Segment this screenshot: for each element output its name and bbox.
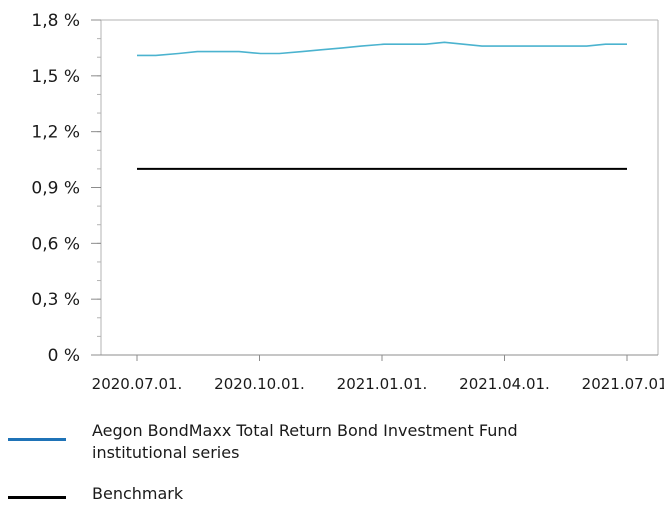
- x-tick-label: 2021.01.01.: [337, 375, 428, 393]
- legend-swatch-benchmark: [8, 496, 66, 499]
- legend-label-fund: Aegon BondMaxx Total Return Bond Investm…: [92, 421, 518, 462]
- y-tick-label: 1,8 %: [31, 11, 80, 31]
- x-tick-label: 2020.10.01.: [214, 375, 305, 393]
- y-tick-label: 1,5 %: [31, 67, 80, 87]
- y-tick-label: 0,6 %: [31, 234, 80, 254]
- x-tick-label: 2020.07.01.: [92, 375, 183, 393]
- line-chart: 0 % 0,3 % 0,6 % 0,9 % 1,2 % 1,5 % 1,8 % 2020.0…: [31, 11, 664, 393]
- legend-swatch-fund: [8, 438, 66, 441]
- x-tick-label: 2021.04.01.: [459, 375, 550, 393]
- y-tick-label: 0,3 %: [31, 290, 80, 310]
- plot-frame: [100, 19, 659, 356]
- series-lines: [137, 41, 627, 170]
- x-tick-label: 2021.07.01.: [582, 375, 664, 393]
- y-tick-label: 0 %: [48, 346, 80, 366]
- x-ticks: 2020.07.01. 2020.10.01. 2021.01.01. 2021.04…: [92, 355, 664, 393]
- legend-label-benchmark: Benchmark: [92, 484, 184, 503]
- y-tick-label: 1,2 %: [31, 123, 80, 143]
- y-tick-label: 0,9 %: [31, 179, 80, 199]
- y-ticks: 0 % 0,3 % 0,6 % 0,9 % 1,2 % 1,5 % 1,8 %: [31, 11, 101, 366]
- series-line-fund: [137, 41, 627, 57]
